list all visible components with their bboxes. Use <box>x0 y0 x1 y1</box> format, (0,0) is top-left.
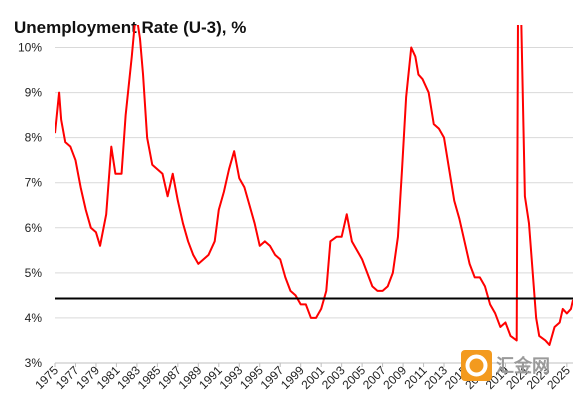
y-tick-label: 3% <box>25 356 43 370</box>
y-tick-label: 8% <box>25 131 43 145</box>
data-line <box>55 25 573 346</box>
y-tick-label: 6% <box>25 221 43 235</box>
y-tick-label: 7% <box>25 176 43 190</box>
y-tick-label: 5% <box>25 266 43 280</box>
chart-title: Unemployment Rate (U-3), % <box>14 18 246 37</box>
watermark-icon-ring <box>465 354 488 377</box>
y-tick-label: 9% <box>25 86 43 100</box>
y-tick-label: 4% <box>25 311 43 325</box>
watermark-text: 汇金网 <box>496 355 550 376</box>
plot-area <box>55 25 573 346</box>
y-tick-label: 10% <box>18 41 42 55</box>
watermark: 汇金网 <box>461 350 550 381</box>
